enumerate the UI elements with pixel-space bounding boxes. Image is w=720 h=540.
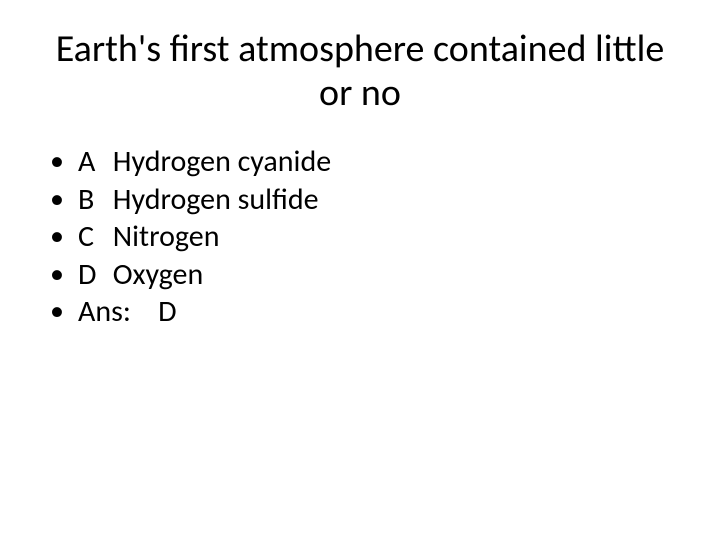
answer-spacer <box>138 293 152 330</box>
slide-container: Earth's first atmosphere contained littl… <box>0 0 720 540</box>
option-text: Nitrogen <box>113 218 220 255</box>
option-letter: C <box>78 218 106 256</box>
option-text: Oxygen <box>113 256 203 293</box>
option-text: Hydrogen cyanide <box>113 143 331 180</box>
list-item: C Nitrogen <box>50 218 680 256</box>
option-letter: A <box>78 143 106 181</box>
slide-title: Earth's first atmosphere contained littl… <box>40 28 680 115</box>
answer-label: Ans: <box>78 293 131 330</box>
bullet-list: A Hydrogen cyanide B Hydrogen sulfide C … <box>40 143 680 331</box>
option-letter: D <box>78 256 106 294</box>
answer-value: D <box>158 293 176 330</box>
list-item-answer: Ans: D <box>50 293 680 331</box>
option-text: Hydrogen sulfide <box>113 181 319 218</box>
list-item: A Hydrogen cyanide <box>50 143 680 181</box>
option-letter: B <box>78 181 106 219</box>
list-item: D Oxygen <box>50 256 680 294</box>
list-item: B Hydrogen sulfide <box>50 181 680 219</box>
